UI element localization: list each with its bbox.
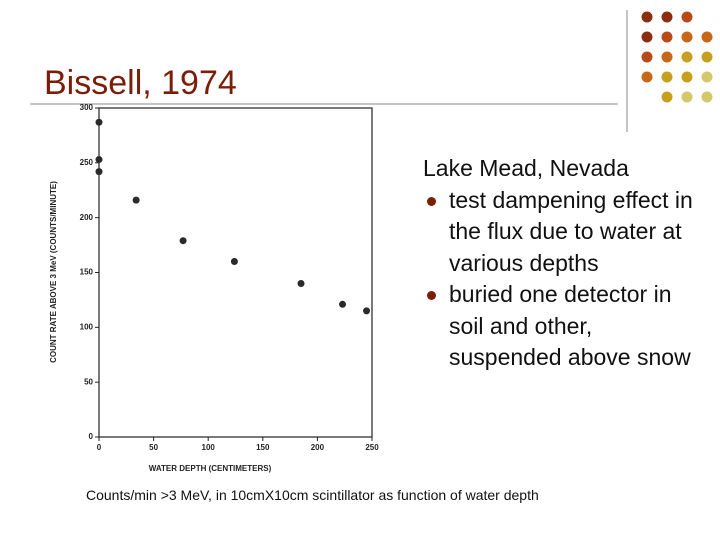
y-axis-label: COUNT RATE ABOVE 3 MeV (COUNTS/MINUTE) — [49, 181, 58, 363]
point — [95, 168, 103, 176]
heading: Lake Mead, Nevada — [423, 155, 629, 181]
point — [339, 300, 347, 308]
y-tick-label: 300 — [80, 103, 94, 112]
y-tick-label: 0 — [89, 432, 94, 441]
point — [363, 307, 371, 315]
bullet: buried one detector in soil and other, s… — [427, 279, 703, 374]
y-tick-label: 50 — [84, 377, 93, 386]
y-tick-label: 150 — [80, 268, 94, 277]
point — [179, 237, 187, 245]
bullet-list: test dampening effect in the flux due to… — [423, 185, 703, 374]
x-tick-label: 250 — [365, 443, 379, 452]
x-tick-label: 150 — [256, 443, 270, 452]
x-axis-label: WATER DEPTH (CENTIMETERS) — [149, 464, 272, 473]
point — [95, 156, 103, 164]
point — [95, 118, 103, 126]
x-tick-label: 200 — [311, 443, 325, 452]
slide-title: Bissell, 1974 — [44, 64, 237, 102]
point — [230, 258, 238, 266]
caption: Counts/min >3 MeV, in 10cmX10cm scintill… — [86, 487, 539, 503]
x-tick-label: 50 — [149, 443, 158, 452]
y-tick-label: 200 — [80, 213, 94, 222]
plot-frame — [98, 107, 373, 438]
y-tick-label: 250 — [80, 158, 94, 167]
point — [132, 196, 140, 204]
x-tick-label: 100 — [202, 443, 216, 452]
y-tick-label: 100 — [80, 322, 94, 331]
dot-grid — [641, 11, 713, 103]
point — [297, 279, 305, 287]
bullet: test dampening effect in the flux due to… — [427, 185, 703, 280]
text-block: Lake Mead, Nevada test dampening effect … — [423, 153, 703, 374]
x-tick-label: 0 — [97, 443, 102, 452]
